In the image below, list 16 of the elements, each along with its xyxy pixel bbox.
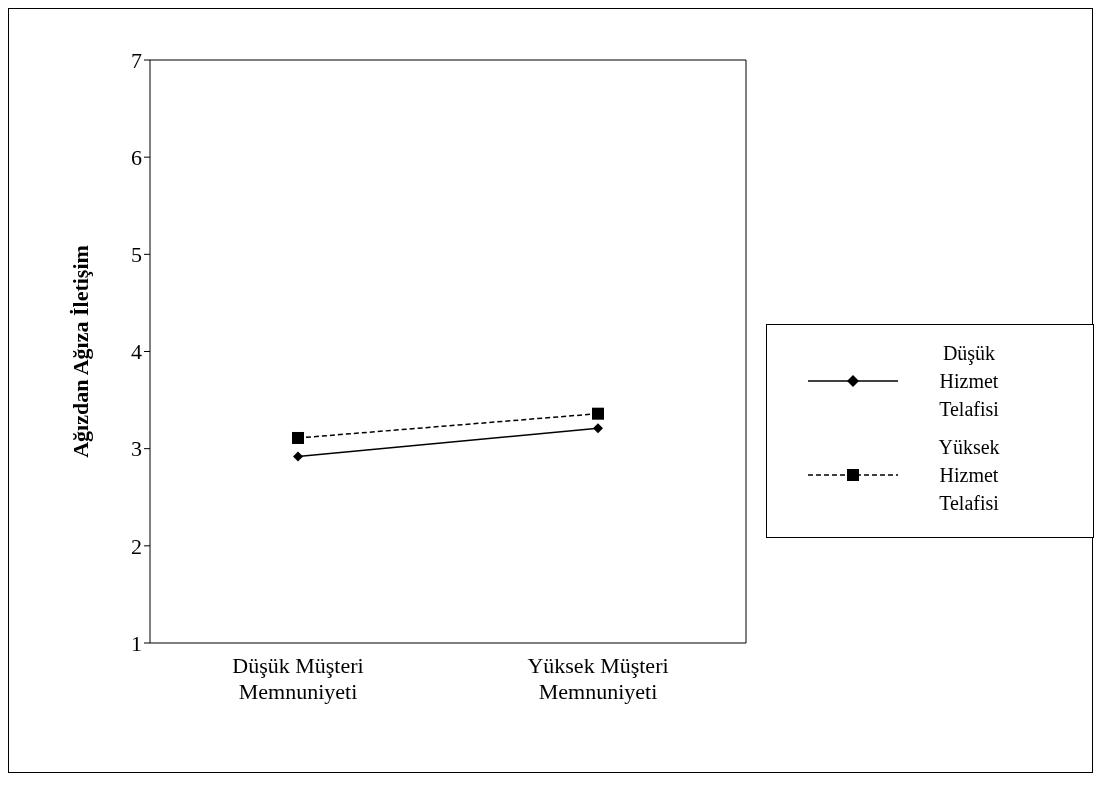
- y-tick-label: 7: [131, 47, 142, 73]
- y-tick-label: 1: [131, 630, 142, 656]
- x-tick-label: Düşük Müşteri Memnuniyeti: [232, 653, 364, 704]
- point: [293, 451, 303, 462]
- legend-label: Düşük Hizmet Telafisi: [938, 341, 1000, 422]
- point: [593, 423, 603, 434]
- y-tick-label: 6: [131, 144, 142, 170]
- y-tick-label: 2: [131, 533, 142, 559]
- point: [592, 407, 604, 420]
- y-tick-label: 3: [131, 436, 142, 462]
- y-axis-title: Ağızdan Ağıza İletişim: [67, 245, 93, 458]
- point: [292, 431, 304, 444]
- y-tick-label: 5: [131, 242, 142, 268]
- legend-label: Yüksek Hizmet Telafisi: [937, 435, 1001, 516]
- y-tick-label: 4: [131, 339, 142, 365]
- x-tick-label: Yüksek Müşteri Memnuniyeti: [527, 653, 669, 704]
